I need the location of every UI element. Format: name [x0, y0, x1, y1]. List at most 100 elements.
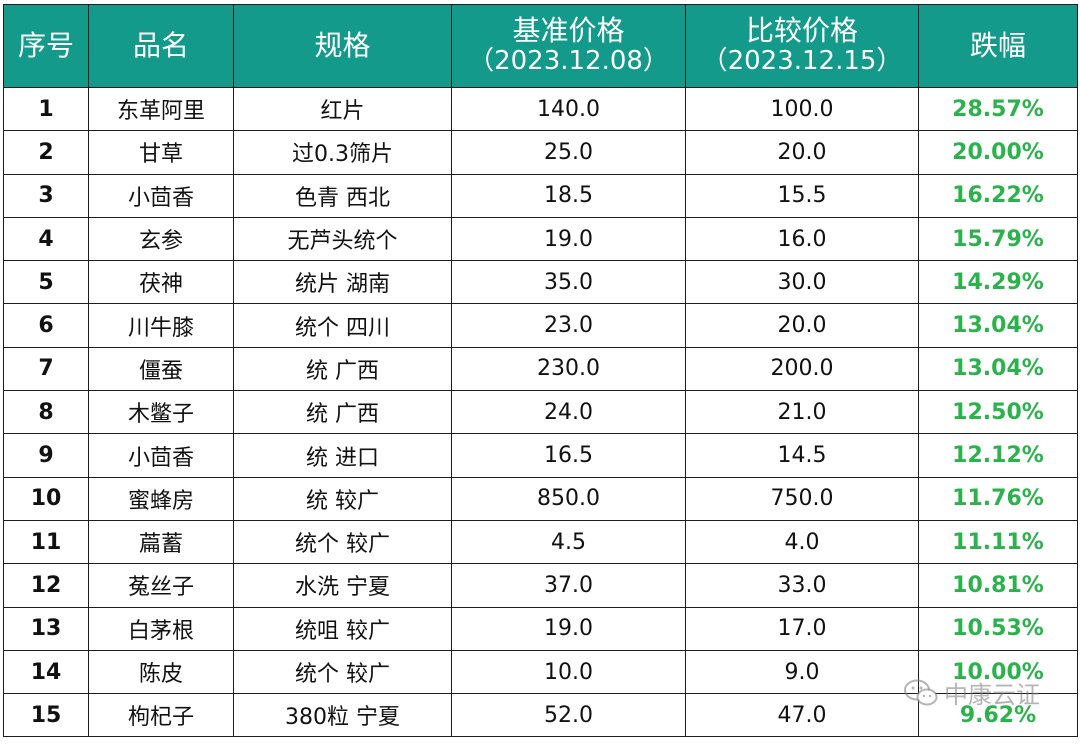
cell-name: 小茴香: [88, 173, 234, 218]
cell-compare-price: 200.0: [685, 346, 919, 392]
header-change: 跌幅: [918, 4, 1078, 88]
header-base-price: 基准价格 （2023.12.08）: [451, 4, 686, 88]
cell-spec: 统个 四川: [233, 303, 452, 348]
cell-name: 萹蓄: [88, 519, 234, 565]
table-row: 12 菟丝子 水洗 宁夏 37.0 33.0 10.81%: [3, 563, 1078, 608]
cell-idx: 1: [3, 86, 89, 132]
cell-base-price: 230.0: [451, 346, 686, 392]
table-row: 14 陈皮 统个 较广 10.0 9.0 10.00%: [3, 649, 1078, 695]
table-row: 3 小茴香 色青 西北 18.5 15.5 16.22%: [3, 173, 1078, 218]
cell-base-price: 19.0: [451, 216, 686, 262]
cell-name: 白茅根: [88, 606, 234, 651]
cell-base-price: 4.5: [451, 519, 686, 565]
cell-idx: 14: [3, 649, 89, 695]
cell-change: 10.53%: [918, 606, 1078, 651]
cell-change: 12.50%: [918, 390, 1078, 435]
cell-change: 28.57%: [918, 86, 1078, 132]
cell-idx: 2: [3, 130, 89, 175]
table-row: 6 川牛膝 统个 四川 23.0 20.0 13.04%: [3, 303, 1078, 348]
header-base-date: （2023.12.08）: [468, 46, 669, 77]
cell-base-price: 16.5: [451, 433, 686, 478]
cell-change: 12.12%: [918, 433, 1078, 478]
cell-compare-price: 15.5: [685, 173, 919, 218]
cell-name: 菟丝子: [88, 563, 234, 608]
cell-base-price: 25.0: [451, 130, 686, 175]
cell-idx: 15: [3, 693, 89, 738]
cell-spec: 统 广西: [233, 346, 452, 392]
cell-idx: 5: [3, 260, 89, 305]
cell-base-price: 850.0: [451, 476, 686, 521]
cell-spec: 统 广西: [233, 390, 452, 435]
cell-spec: 统 进口: [233, 433, 452, 478]
cell-change: 10.00%: [918, 649, 1078, 695]
cell-name: 陈皮: [88, 649, 234, 695]
table-row: 2 甘草 过0.3筛片 25.0 20.0 20.00%: [3, 130, 1078, 175]
cell-idx: 10: [3, 476, 89, 521]
cell-name: 玄参: [88, 216, 234, 262]
cell-idx: 3: [3, 173, 89, 218]
cell-change: 16.22%: [918, 173, 1078, 218]
cell-name: 小茴香: [88, 433, 234, 478]
cell-change: 13.04%: [918, 346, 1078, 392]
cell-compare-price: 30.0: [685, 260, 919, 305]
cell-compare-price: 21.0: [685, 390, 919, 435]
cell-base-price: 52.0: [451, 693, 686, 738]
cell-spec: 380粒 宁夏: [233, 693, 452, 738]
cell-compare-price: 14.5: [685, 433, 919, 478]
table-row: 15 枸杞子 380粒 宁夏 52.0 47.0 9.62%: [3, 693, 1078, 738]
header-cmp-title: 比较价格: [745, 13, 858, 47]
cell-name: 僵蚕: [88, 346, 234, 392]
cell-idx: 13: [3, 606, 89, 651]
cell-spec: 统片 湖南: [233, 260, 452, 305]
cell-change: 11.76%: [918, 476, 1078, 521]
cell-spec: 色青 西北: [233, 173, 452, 218]
header-row: 序号 品名 规格 基准价格 （2023.12.08） 比较价格 （2023.12…: [3, 4, 1078, 88]
cell-spec: 无芦头统个: [233, 216, 452, 262]
cell-spec: 统个 较广: [233, 519, 452, 565]
cell-idx: 7: [3, 346, 89, 392]
cell-base-price: 37.0: [451, 563, 686, 608]
cell-base-price: 140.0: [451, 86, 686, 132]
cell-base-price: 35.0: [451, 260, 686, 305]
header-cmp-date: （2023.12.15）: [701, 46, 903, 77]
table-row: 4 玄参 无芦头统个 19.0 16.0 15.79%: [3, 216, 1078, 262]
cell-change: 10.81%: [918, 563, 1078, 608]
cell-compare-price: 100.0: [685, 86, 919, 132]
table-row: 7 僵蚕统 广西 230.0 200.0 13.04%: [3, 346, 1078, 392]
cell-idx: 4: [3, 216, 89, 262]
cell-name: 茯神: [88, 260, 234, 305]
header-spec: 规格: [233, 4, 452, 88]
cell-spec: 统个 较广: [233, 649, 452, 695]
cell-spec: 水洗 宁夏: [233, 563, 452, 608]
cell-idx: 12: [3, 563, 89, 608]
cell-base-price: 19.0: [451, 606, 686, 651]
cell-change: 20.00%: [918, 130, 1078, 175]
table-row: 13 白茅根 统咀 较广 19.0 17.0 10.53%: [3, 606, 1078, 651]
cell-change: 11.11%: [918, 519, 1078, 565]
cell-compare-price: 4.0: [685, 519, 919, 565]
price-drop-table: 序号 品名 规格 基准价格 （2023.12.08） 比较价格 （2023.12…: [3, 4, 1078, 738]
header-base-title: 基准价格: [512, 13, 625, 47]
cell-compare-price: 33.0: [685, 563, 919, 608]
price-table-container: 序号 品名 规格 基准价格 （2023.12.08） 比较价格 （2023.12…: [3, 4, 1078, 738]
cell-base-price: 24.0: [451, 390, 686, 435]
cell-base-price: 23.0: [451, 303, 686, 348]
header-idx: 序号: [3, 4, 89, 88]
cell-compare-price: 47.0: [685, 693, 919, 738]
table-row: 5 茯神 统片 湖南 35.0 30.0 14.29%: [3, 260, 1078, 305]
cell-compare-price: 9.0: [685, 649, 919, 695]
cell-spec: 过0.3筛片: [233, 130, 452, 175]
cell-idx: 8: [3, 390, 89, 435]
cell-name: 木鳖子: [88, 390, 234, 435]
cell-change: 9.62%: [918, 693, 1078, 738]
cell-change: 13.04%: [918, 303, 1078, 348]
cell-name: 甘草: [88, 130, 234, 175]
cell-name: 枸杞子: [88, 693, 234, 738]
cell-idx: 6: [3, 303, 89, 348]
cell-compare-price: 16.0: [685, 216, 919, 262]
table-row: 1 东革阿里 红片 140.0 100.0 28.57%: [3, 86, 1078, 132]
cell-spec: 统 较广: [233, 476, 452, 521]
cell-base-price: 10.0: [451, 649, 686, 695]
cell-spec: 统咀 较广: [233, 606, 452, 651]
table-row: 11 萹蓄 统个 较广 4.5 4.0 11.11%: [3, 519, 1078, 565]
